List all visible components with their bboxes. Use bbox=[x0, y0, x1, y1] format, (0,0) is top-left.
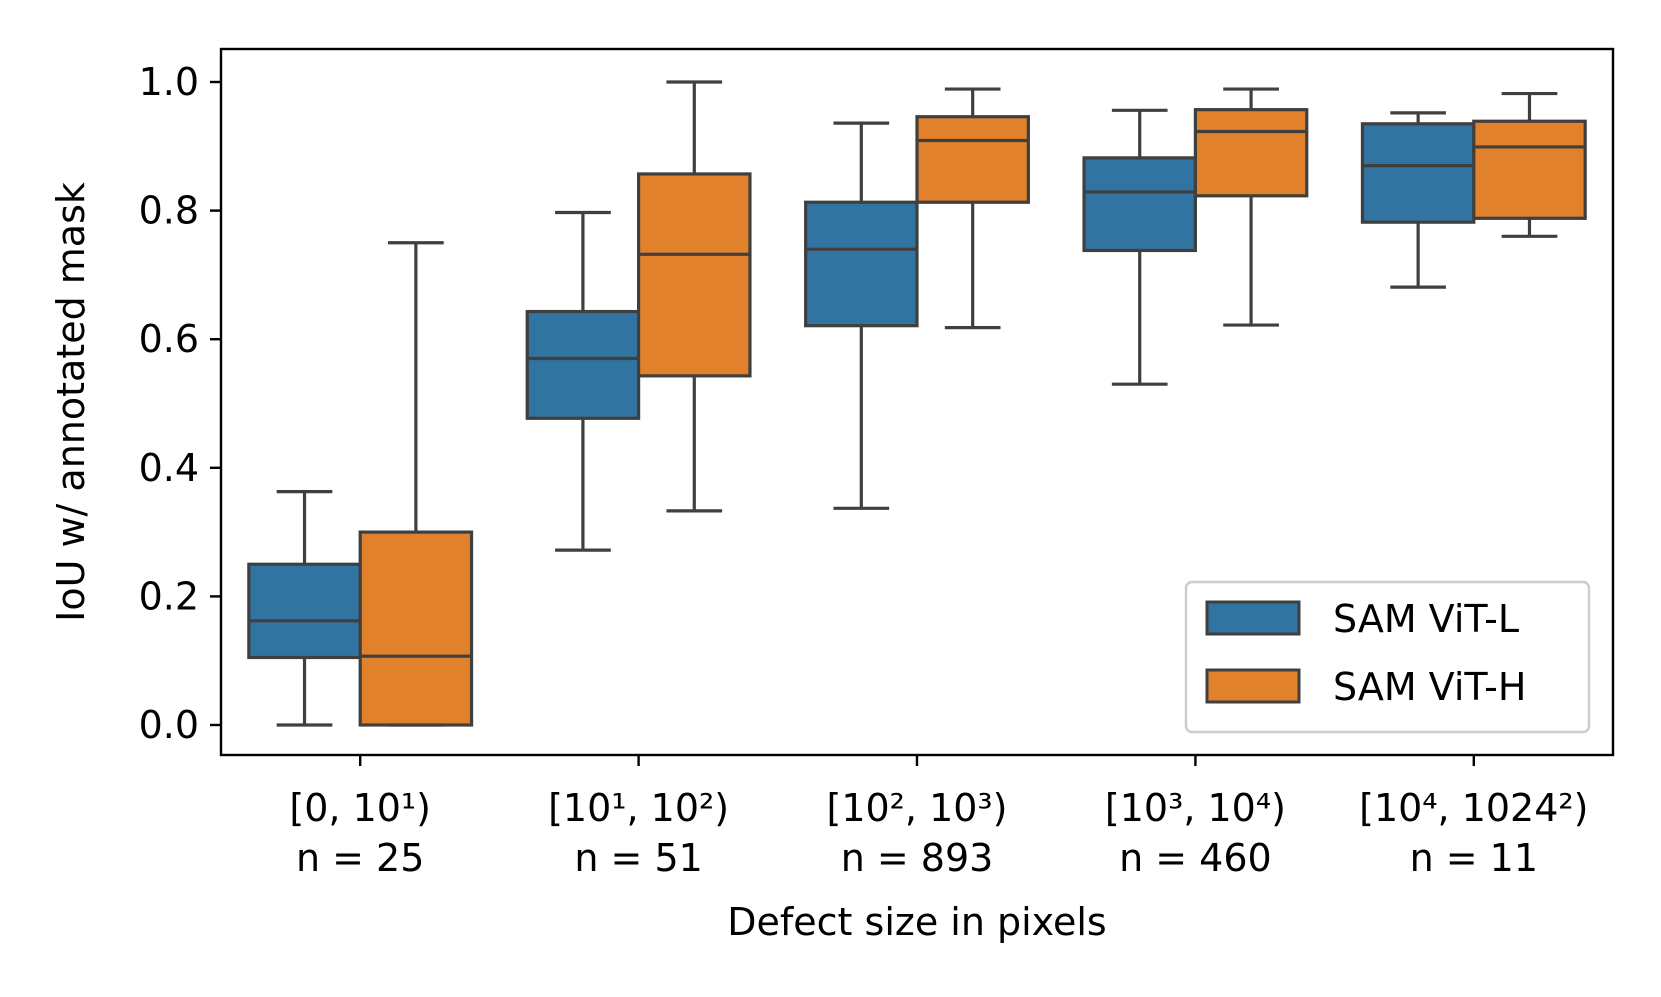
y-tick-label: 0.8 bbox=[139, 189, 199, 233]
box-group-sam-vit-h-3 bbox=[1193, 87, 1309, 327]
box-iqr bbox=[804, 200, 919, 328]
x-tick-label-count: n = 893 bbox=[841, 836, 994, 880]
box-iqr bbox=[1360, 122, 1476, 224]
y-tick-label: 0.2 bbox=[139, 574, 199, 618]
y-tick-label: 0.0 bbox=[139, 703, 199, 747]
box-iqr bbox=[525, 309, 641, 420]
box-group-sam-vit-l-0 bbox=[247, 489, 362, 727]
legend-swatch-vit-h bbox=[1205, 668, 1301, 704]
x-tick-label-range: [10⁴, 1024²) bbox=[1359, 786, 1588, 830]
x-tick-label-count: n = 25 bbox=[296, 836, 424, 880]
box-group-sam-vit-h-4 bbox=[1472, 91, 1587, 238]
box-group-sam-vit-h-2 bbox=[915, 87, 1030, 330]
legend-label-vit-h: SAM ViT-H bbox=[1333, 665, 1526, 709]
x-axis-title: Defect size in pixels bbox=[727, 900, 1106, 944]
legend-swatch-vit-l bbox=[1205, 600, 1301, 636]
box-group-sam-vit-l-4 bbox=[1360, 111, 1476, 289]
box-group-sam-vit-l-3 bbox=[1082, 108, 1198, 386]
y-tick-label: 0.6 bbox=[139, 317, 199, 361]
box-iqr bbox=[636, 172, 752, 378]
x-tick-label-range: [10³, 10⁴) bbox=[1105, 786, 1286, 830]
box-group-sam-vit-l-2 bbox=[804, 121, 919, 510]
box-iqr bbox=[247, 562, 362, 660]
box-iqr bbox=[1472, 119, 1587, 220]
box-group-sam-vit-h-0 bbox=[358, 241, 474, 727]
box-iqr bbox=[1193, 108, 1309, 198]
x-tick-label-count: n = 51 bbox=[574, 836, 702, 880]
y-tick-label: 1.0 bbox=[139, 60, 199, 104]
box-iqr bbox=[915, 115, 1030, 204]
y-axis-title: IoU w/ annotated mask bbox=[49, 182, 93, 622]
x-tick-label-count: n = 460 bbox=[1119, 836, 1272, 880]
box-iqr bbox=[1082, 156, 1198, 253]
legend-label-vit-l: SAM ViT-L bbox=[1333, 597, 1519, 641]
box-iqr bbox=[358, 530, 474, 727]
ticks-layer: 0.0 0.2 0.4 0.6 0.8 1.0 [0, 10¹) n = 25 [10¹, 10… bbox=[139, 60, 1589, 880]
box-group-sam-vit-h-1 bbox=[636, 80, 752, 513]
boxes-layer bbox=[247, 80, 1587, 727]
y-tick-label: 0.4 bbox=[139, 446, 199, 490]
x-tick-label-range: [10², 10³) bbox=[827, 786, 1008, 830]
x-tick-label-range: [0, 10¹) bbox=[289, 786, 431, 830]
x-tick-label-count: n = 11 bbox=[1410, 836, 1538, 880]
x-tick-label-range: [10¹, 10²) bbox=[548, 786, 729, 830]
box-group-sam-vit-l-1 bbox=[525, 210, 641, 552]
legend: SAM ViT-L SAM ViT-H bbox=[1184, 580, 1591, 734]
